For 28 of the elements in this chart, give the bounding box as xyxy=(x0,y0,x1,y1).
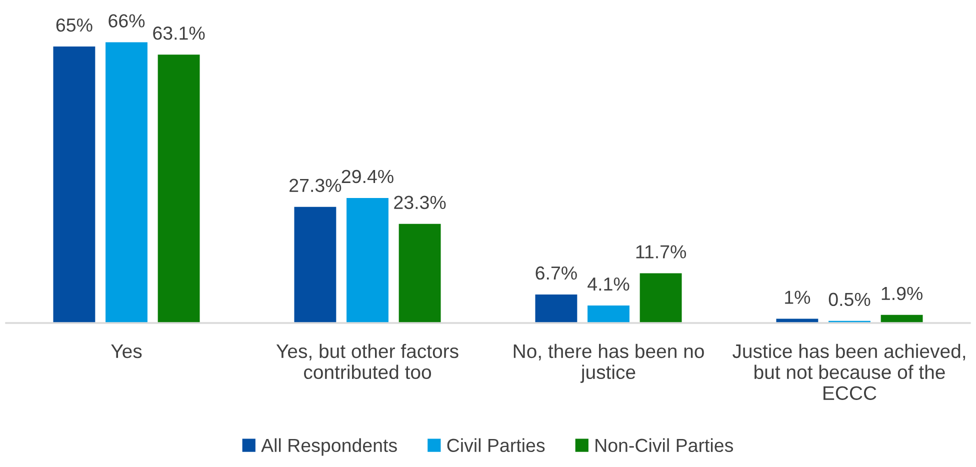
bar xyxy=(158,54,200,323)
bar xyxy=(346,198,388,323)
legend-label: Civil Parties xyxy=(447,438,545,452)
data-label: 65% xyxy=(56,18,92,32)
data-label: 4.1% xyxy=(588,278,630,291)
bar xyxy=(640,273,682,323)
x-tick-label: Yes, but other factors contributed too xyxy=(276,344,458,380)
data-label: 6.7% xyxy=(536,266,577,280)
bar xyxy=(106,42,148,323)
data-label: 27.3% xyxy=(290,178,342,192)
data-label: 1% xyxy=(785,290,810,304)
data-label: 66% xyxy=(108,14,145,28)
bar xyxy=(588,306,630,323)
bar xyxy=(53,46,96,323)
x-tick-label: Justice has been achieved, but not because of the ECCC xyxy=(732,344,966,400)
bar xyxy=(294,206,336,323)
data-label: 63.1% xyxy=(153,26,205,40)
data-label: 23.3% xyxy=(394,196,446,210)
data-label: 29.4% xyxy=(342,170,394,184)
data-label: 0.5% xyxy=(828,292,870,306)
data-label: 11.7% xyxy=(636,245,686,258)
legend-label: Non-Civil Parties xyxy=(596,438,734,452)
bar xyxy=(398,224,441,323)
x-tick-label: Yes xyxy=(111,344,142,358)
data-label: 1.9% xyxy=(882,286,922,300)
legend-label: All Respondents xyxy=(261,438,397,456)
bar xyxy=(535,294,578,323)
x-tick-label: No, there has been no justice xyxy=(514,344,704,383)
